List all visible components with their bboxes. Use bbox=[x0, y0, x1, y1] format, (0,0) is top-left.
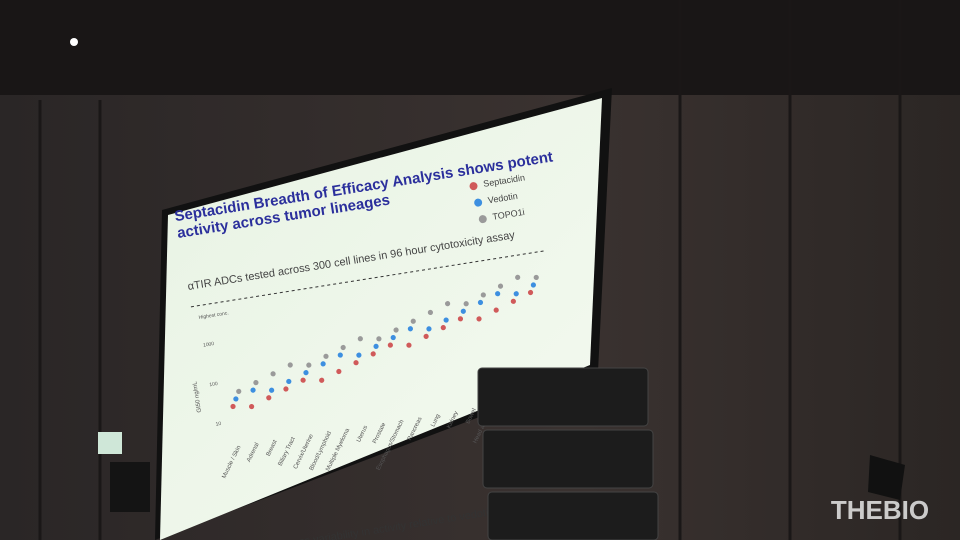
dot bbox=[477, 299, 484, 306]
dot bbox=[457, 316, 464, 322]
dot bbox=[340, 344, 346, 351]
dot bbox=[493, 307, 499, 313]
dot bbox=[390, 334, 396, 341]
speaker-stack bbox=[477, 367, 659, 540]
dot bbox=[253, 379, 259, 386]
legend-dot bbox=[474, 198, 483, 207]
dot bbox=[319, 377, 325, 383]
dot bbox=[283, 386, 289, 392]
dot bbox=[533, 274, 539, 281]
dot bbox=[513, 291, 519, 297]
dot bbox=[443, 317, 449, 323]
dot bbox=[444, 301, 451, 307]
dot bbox=[476, 316, 482, 322]
ceiling-light bbox=[70, 38, 78, 46]
dot bbox=[357, 336, 363, 342]
dot bbox=[266, 395, 272, 401]
y-tick-label: 100 bbox=[209, 381, 218, 388]
dot bbox=[495, 291, 501, 297]
dot bbox=[356, 352, 362, 358]
dot bbox=[410, 318, 416, 324]
mic-stand bbox=[868, 455, 905, 500]
dot bbox=[460, 308, 466, 314]
dot bbox=[250, 387, 256, 393]
dot bbox=[370, 351, 376, 357]
exit-sign bbox=[98, 432, 122, 454]
dot bbox=[440, 325, 446, 331]
dot bbox=[387, 342, 393, 348]
dot bbox=[300, 377, 306, 383]
dot bbox=[406, 342, 412, 348]
dot bbox=[306, 362, 312, 368]
y-axis-title: GI50 ng/mL bbox=[192, 380, 203, 413]
dot bbox=[510, 298, 516, 304]
dot bbox=[286, 378, 292, 385]
dot bbox=[393, 327, 399, 333]
y-tick-label: 10 bbox=[215, 421, 222, 428]
dot bbox=[337, 352, 343, 358]
y-tick-label: Highest conc. bbox=[198, 310, 229, 321]
dot bbox=[269, 387, 275, 393]
dot bbox=[530, 282, 536, 288]
legend-dot bbox=[469, 182, 478, 191]
dot bbox=[353, 360, 359, 366]
dot bbox=[336, 368, 342, 375]
dot bbox=[320, 361, 326, 367]
dot bbox=[527, 289, 534, 296]
slide bbox=[160, 98, 602, 540]
dot bbox=[373, 343, 379, 349]
dot bbox=[407, 326, 413, 332]
dot bbox=[249, 403, 255, 410]
dot bbox=[323, 353, 329, 359]
dot bbox=[423, 333, 429, 339]
dot bbox=[233, 396, 239, 402]
dot bbox=[303, 370, 309, 376]
dot bbox=[426, 326, 432, 332]
ceiling bbox=[0, 0, 960, 95]
dot bbox=[287, 362, 293, 368]
wall-panels bbox=[38, 0, 902, 540]
dot bbox=[236, 388, 242, 394]
category-label: Lung bbox=[430, 413, 441, 428]
dot bbox=[497, 283, 504, 289]
legend-label: Vedotin bbox=[487, 191, 518, 206]
dot bbox=[270, 371, 276, 377]
dot bbox=[376, 336, 382, 342]
dot bbox=[463, 301, 469, 307]
dot bbox=[427, 309, 434, 316]
dot bbox=[515, 274, 521, 280]
legend-label: TOPO1i bbox=[492, 207, 526, 222]
legend-dot bbox=[478, 215, 487, 224]
scatter-dots bbox=[230, 274, 539, 410]
watermark: THEBIO bbox=[831, 495, 929, 525]
dot bbox=[480, 292, 486, 298]
y-tick-label: 1000 bbox=[203, 341, 215, 349]
dot bbox=[230, 403, 236, 410]
monitor bbox=[110, 462, 150, 512]
